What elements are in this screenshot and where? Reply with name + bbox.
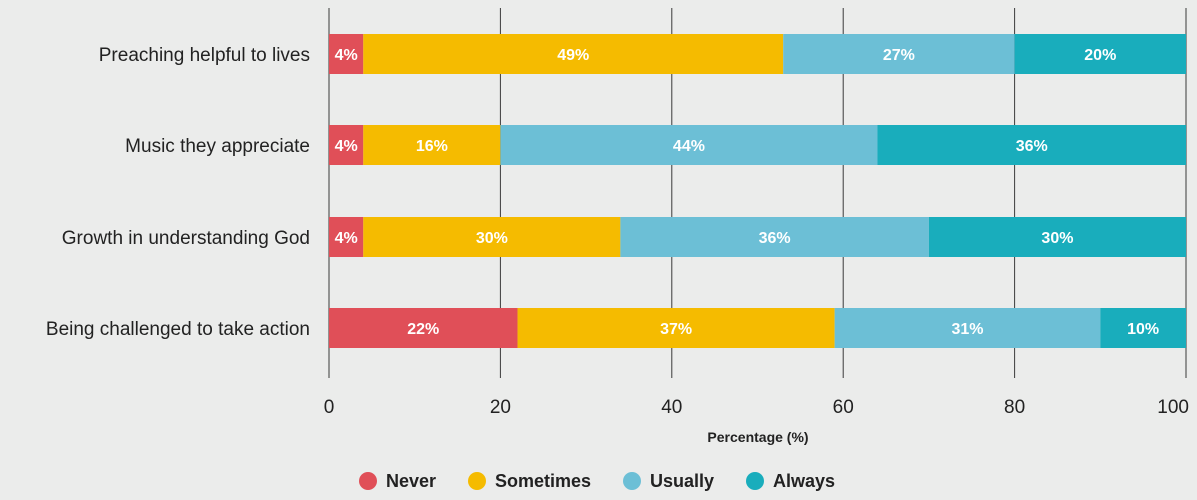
- bar-segment-usually-2: [620, 217, 929, 257]
- x-tick-label-80: 80: [1004, 397, 1025, 418]
- data-label-always-1: 36%: [1016, 138, 1048, 155]
- data-label-always-3: 10%: [1127, 321, 1159, 338]
- bar-segment-always-0: [1014, 34, 1186, 74]
- legend: Never Sometimes Usually Always: [359, 471, 835, 491]
- x-tick-label-0: 0: [324, 397, 335, 418]
- data-label-usually-2: 36%: [759, 230, 791, 247]
- legend-label-never: Never: [386, 471, 436, 491]
- bar-segment-usually-0: [783, 34, 1015, 74]
- bar-segment-sometimes-2: [363, 217, 621, 257]
- data-label-sometimes-2: 30%: [476, 230, 508, 247]
- bar-segment-sometimes-1: [363, 125, 501, 165]
- legend-label-usually: Usually: [650, 471, 714, 491]
- x-tick-label-100: 100: [1157, 397, 1189, 418]
- bar-segment-usually-1: [500, 125, 878, 165]
- data-label-never-3: 22%: [407, 321, 439, 338]
- bar-segment-never-2: [329, 217, 364, 257]
- category-label-0: Preaching helpful to lives: [99, 45, 310, 66]
- bar-segment-sometimes-3: [517, 308, 835, 348]
- data-label-always-2: 30%: [1041, 230, 1073, 247]
- bars: 4% 49% 27% 20% 4% 16% 44% 36% 4% 30% 36% 30% 22% 37% 3…: [329, 34, 1186, 348]
- bar-segment-always-1: [877, 125, 1186, 165]
- category-labels: Preaching helpful to lives Music they app…: [46, 45, 310, 340]
- x-tick-label-20: 20: [490, 397, 511, 418]
- legend-swatch-sometimes: [468, 472, 486, 490]
- bar-segment-always-3: [1100, 308, 1186, 348]
- legend-label-sometimes: Sometimes: [495, 471, 591, 491]
- category-label-2: Growth in understanding God: [62, 228, 310, 249]
- bar-segment-always-2: [928, 217, 1186, 257]
- category-label-1: Music they appreciate: [125, 136, 310, 157]
- x-axis-title: Percentage (%): [707, 429, 808, 445]
- data-label-never-2: 4%: [335, 230, 358, 247]
- data-label-sometimes-1: 16%: [416, 138, 448, 155]
- legend-label-always: Always: [773, 471, 835, 491]
- x-axis-ticks: 0 20 40 60 80 100: [324, 397, 1189, 418]
- legend-swatch-usually: [623, 472, 641, 490]
- bar-segment-never-3: [329, 308, 518, 348]
- data-label-usually-1: 44%: [673, 138, 705, 155]
- bar-segment-sometimes-0: [363, 34, 784, 74]
- data-label-sometimes-3: 37%: [660, 321, 692, 338]
- data-label-sometimes-0: 49%: [557, 47, 589, 64]
- data-label-never-0: 4%: [335, 47, 358, 64]
- data-label-usually-3: 31%: [951, 321, 983, 338]
- legend-swatch-always: [746, 472, 764, 490]
- data-label-always-0: 20%: [1084, 47, 1116, 64]
- bar-segment-never-0: [329, 34, 364, 74]
- data-label-never-1: 4%: [335, 138, 358, 155]
- data-label-usually-0: 27%: [883, 47, 915, 64]
- x-tick-label-40: 40: [661, 397, 682, 418]
- bar-segment-never-1: [329, 125, 364, 165]
- category-label-3: Being challenged to take action: [46, 319, 310, 340]
- x-tick-label-60: 60: [833, 397, 854, 418]
- legend-swatch-never: [359, 472, 377, 490]
- bar-segment-usually-3: [834, 308, 1101, 348]
